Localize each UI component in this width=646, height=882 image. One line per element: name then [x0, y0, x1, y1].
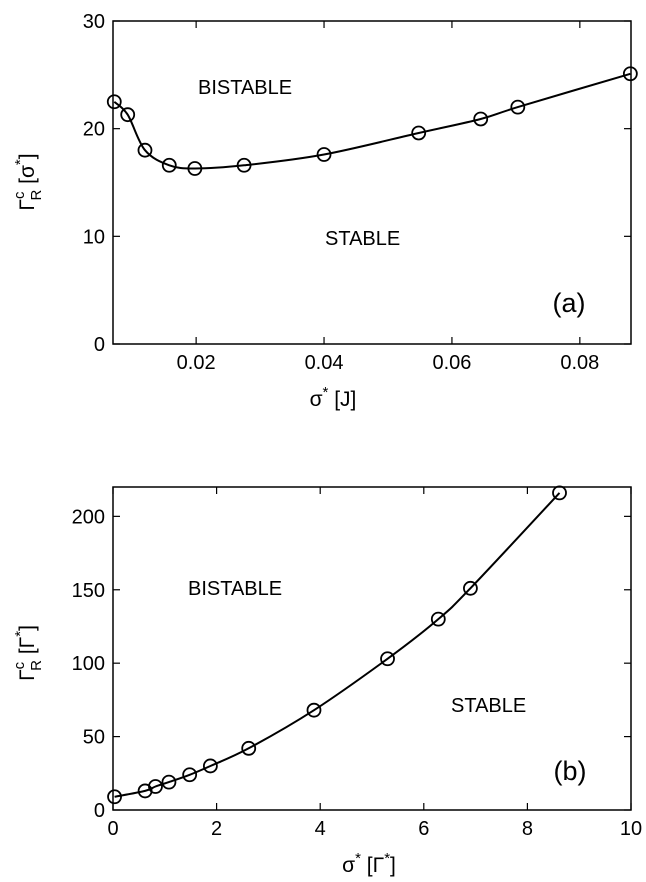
x-axis-label-a-base: σ [310, 388, 323, 411]
panel-tag-b: (b) [554, 756, 587, 786]
x-axis-label-b-sup: * [355, 850, 361, 867]
y-axis-label-a-base: Γ [16, 199, 39, 211]
y-axis-label-b-rest-sup: * [12, 631, 29, 637]
y-tick-label-b: 50 [83, 727, 105, 749]
y-tick-label-b: 0 [94, 800, 105, 822]
y-tick-label-a: 0 [94, 334, 105, 356]
plot-frame-b [112, 486, 632, 811]
markers-a [106, 66, 638, 176]
x-tick-label-b: 4 [315, 818, 326, 840]
x-axis-label-b: σ* [Γ*] [342, 850, 396, 877]
curve-a [113, 72, 631, 170]
data-point-b [552, 485, 567, 501]
series-line-a [113, 72, 631, 170]
data-point-a [411, 125, 427, 141]
y-tick-label-a: 10 [83, 226, 105, 248]
y-axis-label-b: ΓcR [Γ*] [11, 625, 45, 681]
data-point-b [380, 651, 395, 667]
y-axis-label-a-rest-sup: * [12, 159, 29, 165]
x-tick-label-b: 6 [418, 818, 429, 840]
y-axis-label-a-sub: R [28, 190, 45, 201]
y-axis-label-b-rest: [Γ [16, 637, 39, 660]
region-label-stable-a: STABLE [325, 228, 400, 250]
region-label-bistable-b: BISTABLE [188, 578, 282, 600]
data-point-b [161, 774, 177, 790]
data-point-b [182, 767, 198, 783]
ticks-a: 0.02 0.04 0.06 0.08 0 10 20 30 [83, 11, 631, 374]
data-point-b [107, 789, 122, 805]
x-axis-label-a-sup: * [323, 384, 329, 401]
y-tick-label-b: 150 [72, 580, 105, 602]
data-point-a [510, 99, 526, 115]
panel-tag-a: (a) [553, 288, 586, 318]
x-tick-label-b: 2 [211, 818, 222, 840]
y-axis-label-b-sub: R [28, 660, 45, 671]
x-tick-label-a: 0.02 [177, 352, 216, 374]
y-axis-label-b-close: ] [16, 625, 39, 631]
x-axis-label-a-rest: [J] [328, 388, 356, 411]
y-axis-label-a-sup: c [11, 191, 28, 199]
data-point-b [241, 740, 257, 756]
y-tick-label-b: 100 [72, 653, 105, 675]
data-point-a [106, 94, 122, 110]
x-axis-label-b-close: ] [390, 854, 396, 877]
series-line-b [114, 492, 561, 798]
data-point-a [161, 157, 177, 173]
data-point-b [463, 580, 478, 596]
plot-frame-a [112, 20, 632, 345]
y-axis-label-a-rest: [σ [16, 165, 39, 190]
data-point-b [306, 702, 322, 718]
markers-b [107, 485, 567, 805]
region-label-stable-b: STABLE [451, 695, 526, 717]
y-tick-label-a: 20 [83, 119, 105, 141]
data-point-a [236, 157, 252, 173]
x-tick-label-a: 0.06 [432, 352, 471, 374]
data-point-b [202, 758, 218, 774]
curve-b [114, 492, 561, 798]
x-tick-label-b: 0 [107, 818, 118, 840]
y-tick-label-a: 30 [83, 11, 105, 33]
x-axis-label-b-rest-sup: * [384, 850, 390, 867]
data-point-a [622, 66, 638, 82]
y-axis-label-b-sup: c [11, 661, 28, 669]
y-axis-label-a-close: ] [16, 153, 39, 159]
x-axis-label-b-rest: [Γ [361, 854, 384, 877]
x-axis-label-b-base: σ [342, 854, 355, 877]
region-label-bistable-a: BISTABLE [198, 77, 292, 99]
data-point-b [148, 779, 163, 794]
x-tick-label-a: 0.04 [305, 352, 344, 374]
x-tick-label-b: 10 [620, 818, 642, 840]
data-point-a [137, 142, 153, 158]
data-point-a [120, 107, 136, 123]
y-tick-label-b: 200 [72, 506, 105, 528]
y-axis-label-b-base: Γ [16, 669, 39, 681]
data-point-b [430, 611, 446, 627]
data-point-a [473, 111, 489, 127]
x-tick-label-a: 0.08 [560, 352, 599, 374]
data-point-a [316, 147, 332, 162]
x-axis-label-a: σ* [J] [310, 384, 357, 411]
y-axis-label-a: ΓcR [σ*] [11, 153, 45, 210]
x-tick-label-b: 8 [522, 818, 533, 840]
data-point-a [187, 161, 203, 176]
